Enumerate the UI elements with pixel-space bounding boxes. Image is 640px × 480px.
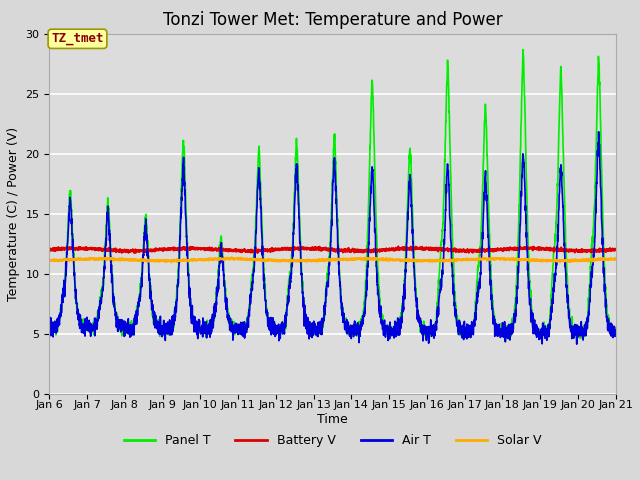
Solar V (228, 254, 236, 260)
Air T (45, 326, 53, 332)
Panel T (519, 47, 527, 53)
Solar V (168, 260, 175, 265)
Air T (601, 290, 609, 296)
Y-axis label: Temperature (C) / Power (V): Temperature (C) / Power (V) (7, 127, 20, 300)
Panel T (612, 330, 620, 336)
Panel T (144, 237, 152, 243)
Solar V (612, 255, 620, 261)
Solar V (263, 258, 271, 264)
Line: Battery V: Battery V (49, 246, 616, 253)
Battery V (612, 246, 620, 252)
Line: Solar V: Solar V (49, 257, 616, 263)
Air T (595, 129, 602, 134)
Solar V (110, 257, 118, 263)
Panel T (540, 326, 548, 332)
Text: TZ_tmet: TZ_tmet (51, 32, 104, 45)
Panel T (287, 262, 295, 267)
Solar V (287, 258, 295, 264)
Solar V (144, 258, 152, 264)
Panel T (502, 337, 509, 343)
Battery V (263, 247, 271, 253)
Air T (573, 341, 580, 347)
Air T (110, 298, 118, 303)
Air T (262, 308, 270, 313)
Panel T (262, 311, 270, 317)
Solar V (45, 257, 53, 263)
Battery V (110, 248, 118, 254)
Air T (287, 275, 295, 281)
Battery V (287, 245, 295, 251)
Panel T (45, 328, 53, 334)
Line: Air T: Air T (49, 132, 616, 344)
Title: Tonzi Tower Met: Temperature and Power: Tonzi Tower Met: Temperature and Power (163, 11, 502, 29)
Solar V (540, 257, 548, 263)
Battery V (394, 243, 402, 249)
Air T (612, 329, 620, 335)
Battery V (540, 247, 548, 252)
Battery V (601, 247, 609, 253)
Battery V (45, 245, 53, 251)
Legend: Panel T, Battery V, Air T, Solar V: Panel T, Battery V, Air T, Solar V (118, 429, 547, 452)
Solar V (601, 257, 609, 263)
Battery V (144, 249, 152, 254)
Panel T (601, 274, 609, 279)
X-axis label: Time: Time (317, 413, 348, 426)
Air T (144, 248, 152, 254)
Air T (540, 331, 547, 337)
Battery V (254, 250, 262, 256)
Panel T (110, 300, 118, 306)
Line: Panel T: Panel T (49, 50, 616, 340)
